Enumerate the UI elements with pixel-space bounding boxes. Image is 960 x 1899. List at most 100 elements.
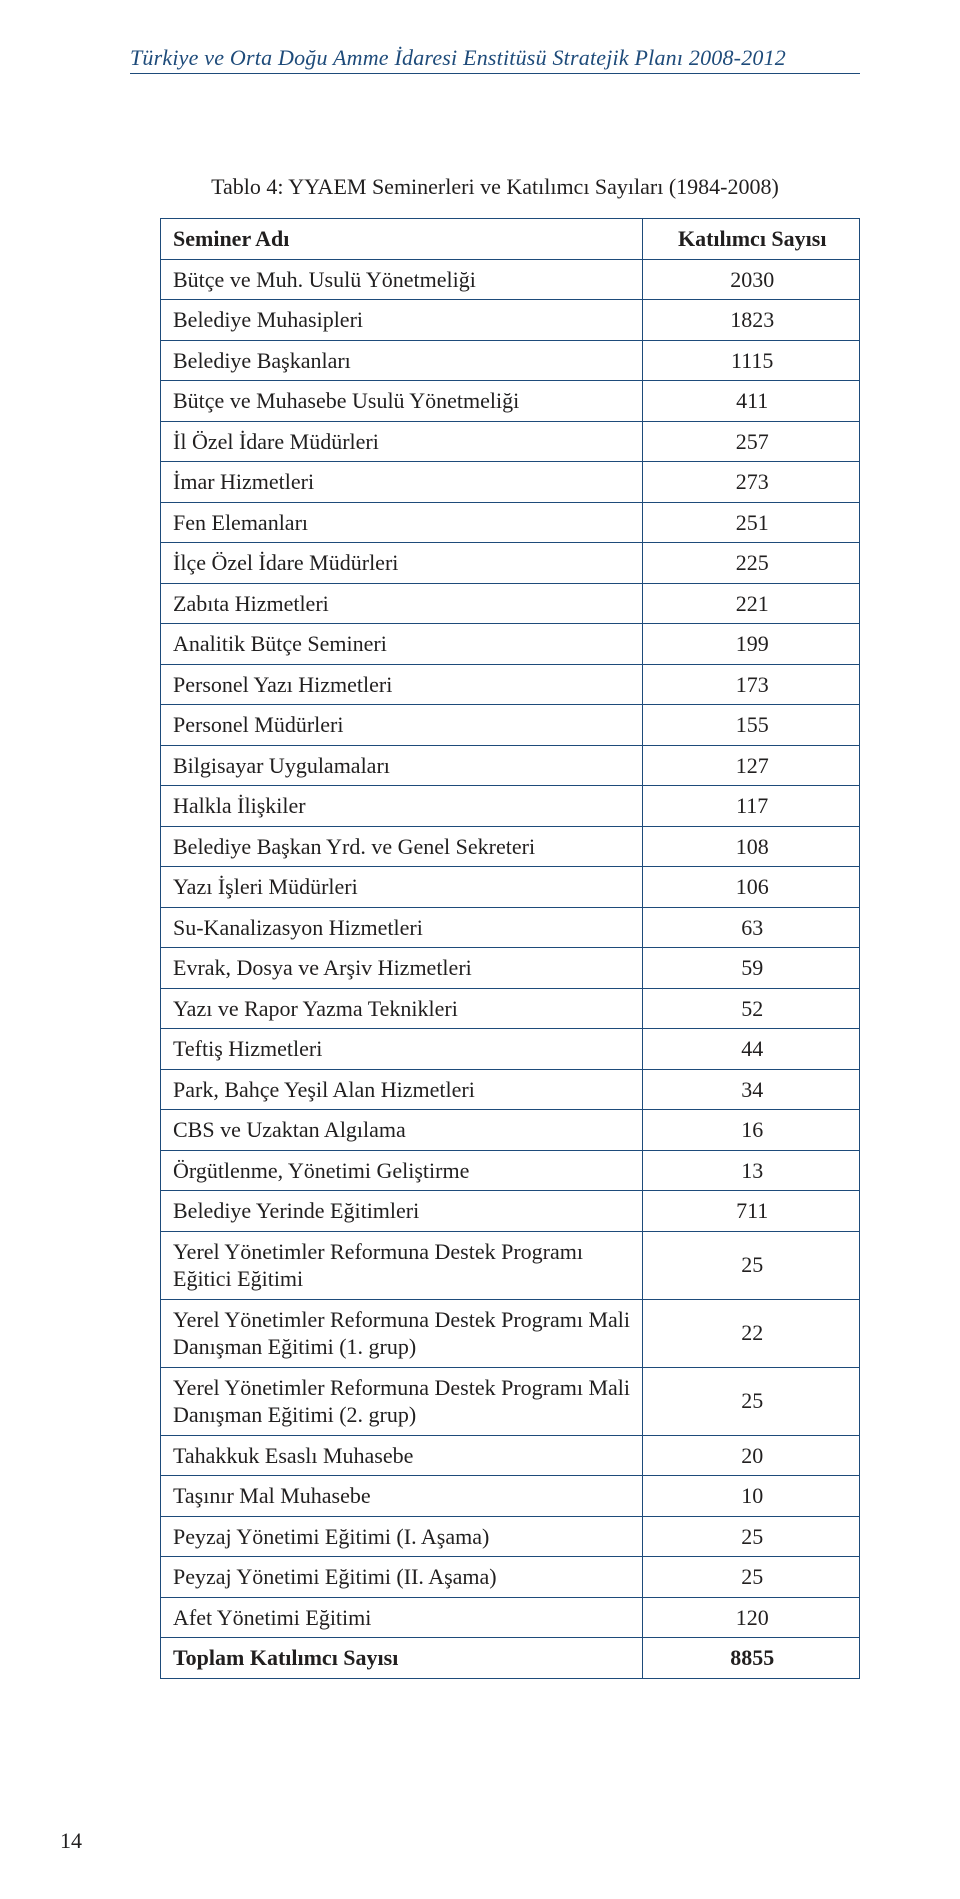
total-label-cell: Toplam Katılımcı Sayısı [161, 1638, 643, 1679]
seminar-name-cell: Su-Kanalizasyon Hizmetleri [161, 907, 643, 948]
table-row: Örgütlenme, Yönetimi Geliştirme13 [161, 1150, 860, 1191]
table-row: Yerel Yönetimler Reformuna Destek Progra… [161, 1367, 860, 1435]
seminar-value-cell: 22 [643, 1299, 860, 1367]
table-row: Zabıta Hizmetleri221 [161, 583, 860, 624]
seminar-value-cell: 106 [643, 867, 860, 908]
table-row: Bütçe ve Muhasebe Usulü Yönetmeliği411 [161, 381, 860, 422]
table-total-row: Toplam Katılımcı Sayısı8855 [161, 1638, 860, 1679]
table-header-row: Seminer Adı Katılımcı Sayısı [161, 219, 860, 260]
seminar-name-cell: İmar Hizmetleri [161, 462, 643, 503]
seminar-name-cell: İl Özel İdare Müdürleri [161, 421, 643, 462]
page-header-title: Türkiye ve Orta Doğu Amme İdaresi Enstit… [130, 45, 860, 74]
table-row: Bilgisayar Uygulamaları127 [161, 745, 860, 786]
seminar-value-cell: 34 [643, 1069, 860, 1110]
seminar-name-cell: Tahakkuk Esaslı Muhasebe [161, 1435, 643, 1476]
seminar-name-cell: Bilgisayar Uygulamaları [161, 745, 643, 786]
table-row: Belediye Yerinde Eğitimleri711 [161, 1191, 860, 1232]
seminar-value-cell: 257 [643, 421, 860, 462]
seminar-value-cell: 273 [643, 462, 860, 503]
seminar-name-cell: Teftiş Hizmetleri [161, 1029, 643, 1070]
seminar-value-cell: 25 [643, 1231, 860, 1299]
seminar-name-cell: Peyzaj Yönetimi Eğitimi (I. Aşama) [161, 1516, 643, 1557]
seminar-name-cell: Fen Elemanları [161, 502, 643, 543]
seminar-name-cell: Analitik Bütçe Semineri [161, 624, 643, 665]
table-row: İmar Hizmetleri273 [161, 462, 860, 503]
table-row: Peyzaj Yönetimi Eğitimi (I. Aşama)25 [161, 1516, 860, 1557]
seminar-name-cell: Peyzaj Yönetimi Eğitimi (II. Aşama) [161, 1557, 643, 1598]
seminar-value-cell: 711 [643, 1191, 860, 1232]
seminar-value-cell: 59 [643, 948, 860, 989]
table-row: Taşınır Mal Muhasebe10 [161, 1476, 860, 1517]
seminar-value-cell: 25 [643, 1516, 860, 1557]
table-row: Personel Müdürleri155 [161, 705, 860, 746]
seminar-value-cell: 52 [643, 988, 860, 1029]
seminar-name-cell: Belediye Yerinde Eğitimleri [161, 1191, 643, 1232]
column-header-name: Seminer Adı [161, 219, 643, 260]
page-number: 14 [60, 1828, 82, 1854]
table-row: CBS ve Uzaktan Algılama16 [161, 1110, 860, 1151]
table-row: Belediye Muhasipleri1823 [161, 300, 860, 341]
table-caption: Tablo 4: YYAEM Seminerleri ve Katılımcı … [130, 174, 860, 200]
seminar-value-cell: 108 [643, 826, 860, 867]
seminar-value-cell: 225 [643, 543, 860, 584]
total-value-cell: 8855 [643, 1638, 860, 1679]
seminar-name-cell: Taşınır Mal Muhasebe [161, 1476, 643, 1517]
seminar-value-cell: 2030 [643, 259, 860, 300]
table-row: Analitik Bütçe Semineri199 [161, 624, 860, 665]
seminar-value-cell: 199 [643, 624, 860, 665]
seminar-value-cell: 411 [643, 381, 860, 422]
seminar-name-cell: Evrak, Dosya ve Arşiv Hizmetleri [161, 948, 643, 989]
document-page: Türkiye ve Orta Doğu Amme İdaresi Enstit… [0, 0, 960, 1899]
seminar-name-cell: Yerel Yönetimler Reformuna Destek Progra… [161, 1299, 643, 1367]
table-row: Belediye Başkan Yrd. ve Genel Sekreteri1… [161, 826, 860, 867]
table-row: Afet Yönetimi Eğitimi120 [161, 1597, 860, 1638]
seminar-name-cell: Halkla İlişkiler [161, 786, 643, 827]
table-row: İl Özel İdare Müdürleri257 [161, 421, 860, 462]
table-row: Personel Yazı Hizmetleri173 [161, 664, 860, 705]
table-row: Evrak, Dosya ve Arşiv Hizmetleri59 [161, 948, 860, 989]
seminar-name-cell: Park, Bahçe Yeşil Alan Hizmetleri [161, 1069, 643, 1110]
seminar-name-cell: Belediye Başkanları [161, 340, 643, 381]
seminar-name-cell: Bütçe ve Muh. Usulü Yönetmeliği [161, 259, 643, 300]
seminar-name-cell: Belediye Muhasipleri [161, 300, 643, 341]
seminar-name-cell: Yerel Yönetimler Reformuna Destek Progra… [161, 1367, 643, 1435]
table-row: Belediye Başkanları1115 [161, 340, 860, 381]
table-row: Bütçe ve Muh. Usulü Yönetmeliği2030 [161, 259, 860, 300]
seminar-name-cell: Yazı ve Rapor Yazma Teknikleri [161, 988, 643, 1029]
seminar-value-cell: 120 [643, 1597, 860, 1638]
table-row: Peyzaj Yönetimi Eğitimi (II. Aşama)25 [161, 1557, 860, 1598]
table-row: Yazı İşleri Müdürleri106 [161, 867, 860, 908]
seminar-value-cell: 25 [643, 1557, 860, 1598]
seminar-value-cell: 20 [643, 1435, 860, 1476]
seminar-name-cell: CBS ve Uzaktan Algılama [161, 1110, 643, 1151]
seminar-name-cell: Zabıta Hizmetleri [161, 583, 643, 624]
seminar-value-cell: 16 [643, 1110, 860, 1151]
table-row: Su-Kanalizasyon Hizmetleri63 [161, 907, 860, 948]
table-row: İlçe Özel İdare Müdürleri225 [161, 543, 860, 584]
table-row: Yerel Yönetimler Reformuna Destek Progra… [161, 1299, 860, 1367]
table-row: Park, Bahçe Yeşil Alan Hizmetleri34 [161, 1069, 860, 1110]
seminar-name-cell: Afet Yönetimi Eğitimi [161, 1597, 643, 1638]
seminar-value-cell: 25 [643, 1367, 860, 1435]
seminar-name-cell: Belediye Başkan Yrd. ve Genel Sekreteri [161, 826, 643, 867]
seminar-value-cell: 155 [643, 705, 860, 746]
seminar-value-cell: 1115 [643, 340, 860, 381]
seminar-name-cell: Personel Müdürleri [161, 705, 643, 746]
seminar-value-cell: 10 [643, 1476, 860, 1517]
table-row: Halkla İlişkiler117 [161, 786, 860, 827]
seminar-name-cell: Örgütlenme, Yönetimi Geliştirme [161, 1150, 643, 1191]
table-row: Teftiş Hizmetleri44 [161, 1029, 860, 1070]
table-row: Tahakkuk Esaslı Muhasebe20 [161, 1435, 860, 1476]
seminar-value-cell: 173 [643, 664, 860, 705]
seminar-value-cell: 251 [643, 502, 860, 543]
table-row: Yazı ve Rapor Yazma Teknikleri52 [161, 988, 860, 1029]
table-row: Yerel Yönetimler Reformuna Destek Progra… [161, 1231, 860, 1299]
seminar-name-cell: Yazı İşleri Müdürleri [161, 867, 643, 908]
seminar-value-cell: 63 [643, 907, 860, 948]
seminar-name-cell: Yerel Yönetimler Reformuna Destek Progra… [161, 1231, 643, 1299]
seminar-value-cell: 1823 [643, 300, 860, 341]
column-header-value: Katılımcı Sayısı [643, 219, 860, 260]
seminar-value-cell: 13 [643, 1150, 860, 1191]
seminar-table: Seminer Adı Katılımcı Sayısı Bütçe ve Mu… [160, 218, 860, 1679]
seminar-name-cell: Bütçe ve Muhasebe Usulü Yönetmeliği [161, 381, 643, 422]
